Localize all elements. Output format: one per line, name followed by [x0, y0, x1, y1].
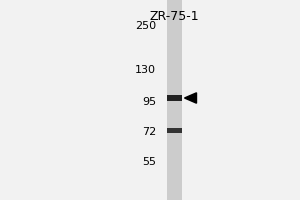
Text: 130: 130: [135, 65, 156, 75]
Bar: [167, 95, 182, 101]
Text: 250: 250: [135, 21, 156, 31]
Text: ZR-75-1: ZR-75-1: [149, 10, 199, 23]
Bar: [167, 128, 182, 132]
Polygon shape: [184, 93, 196, 103]
Text: 95: 95: [142, 97, 156, 107]
Text: 55: 55: [142, 157, 156, 167]
Bar: [167, 0, 182, 200]
Text: 72: 72: [142, 127, 156, 137]
